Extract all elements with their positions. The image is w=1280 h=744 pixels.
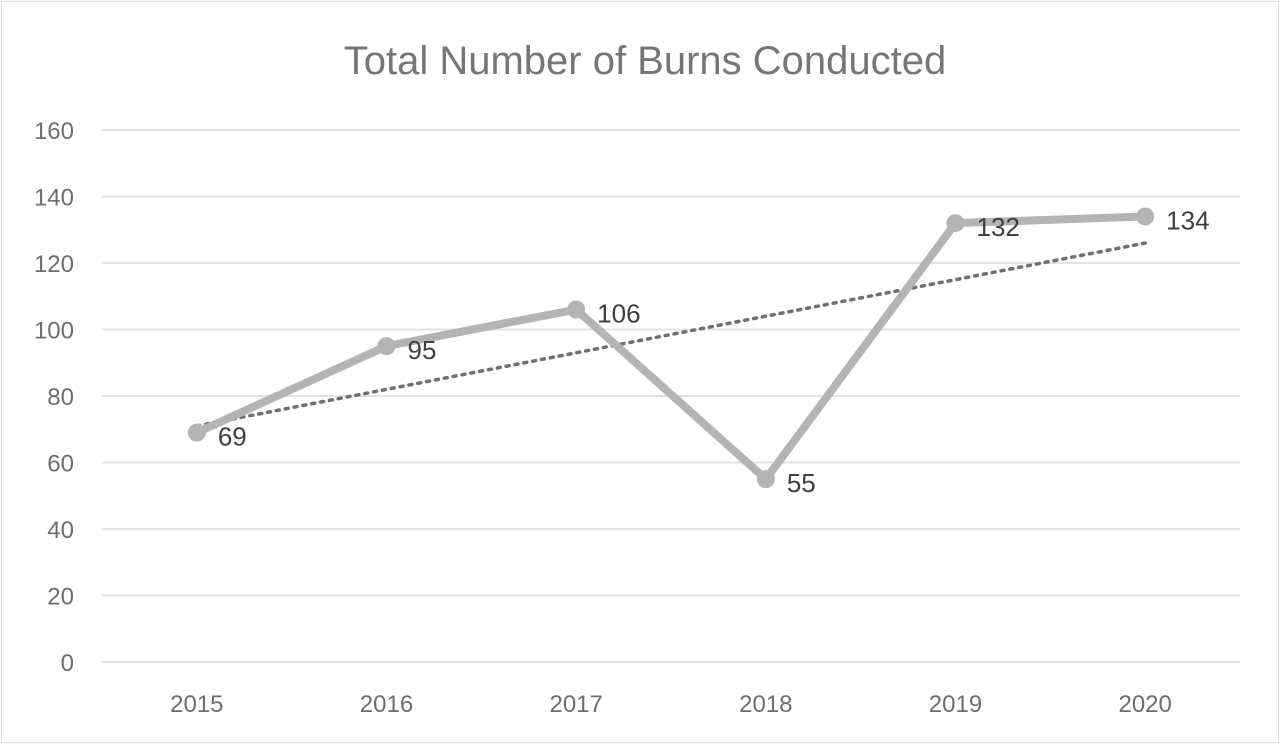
y-tick-label: 100 bbox=[34, 318, 74, 345]
data-label: 69 bbox=[218, 422, 247, 452]
y-tick-label: 160 bbox=[34, 118, 74, 145]
data-point bbox=[187, 423, 206, 442]
x-tick-label: 2020 bbox=[1118, 691, 1171, 718]
y-tick-label: 80 bbox=[47, 384, 74, 411]
data-label: 132 bbox=[977, 212, 1020, 242]
data-point bbox=[567, 300, 586, 319]
data-point bbox=[756, 470, 775, 489]
data-label: 95 bbox=[408, 335, 437, 365]
series-group bbox=[187, 207, 1155, 489]
trendline bbox=[195, 241, 1147, 428]
data-point bbox=[1136, 207, 1155, 226]
y-tick-label: 60 bbox=[47, 451, 74, 478]
y-tick-label: 40 bbox=[47, 517, 74, 544]
x-tick-label: 2017 bbox=[549, 691, 602, 718]
data-label: 106 bbox=[597, 299, 640, 329]
data-point bbox=[946, 214, 965, 233]
y-tick-label: 20 bbox=[47, 584, 74, 611]
y-tick-label: 0 bbox=[61, 650, 74, 677]
data-label: 55 bbox=[787, 468, 816, 498]
chart-title: Total Number of Burns Conducted bbox=[344, 39, 947, 83]
x-tick-label: 2018 bbox=[739, 691, 792, 718]
x-tick-label: 2016 bbox=[360, 691, 413, 718]
y-tick-label: 140 bbox=[34, 185, 74, 212]
trendline-group bbox=[195, 241, 1147, 428]
series-line bbox=[192, 212, 1150, 484]
y-tick-label: 120 bbox=[34, 251, 74, 278]
data-point bbox=[377, 337, 396, 356]
data-labels: 69 95 106 55 132 134 bbox=[218, 205, 1210, 498]
x-axis-ticks: 2015 2016 2017 2018 2019 2020 bbox=[170, 691, 1172, 718]
x-tick-label: 2015 bbox=[170, 691, 223, 718]
data-label: 134 bbox=[1166, 205, 1209, 235]
x-tick-label: 2019 bbox=[929, 691, 982, 718]
y-axis-ticks: 0 20 40 60 80 100 120 140 160 bbox=[34, 118, 74, 677]
